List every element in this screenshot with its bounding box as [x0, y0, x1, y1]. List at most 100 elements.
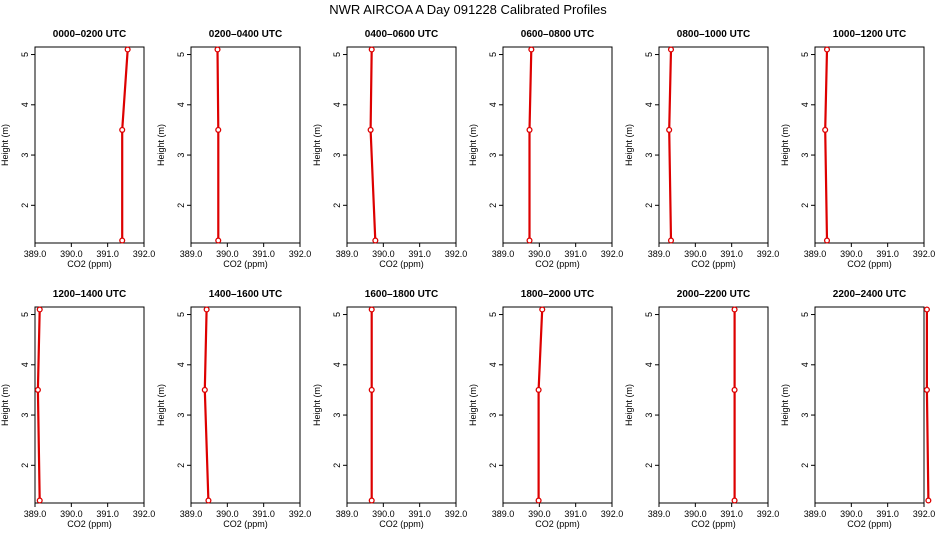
y-tick-label: 5 — [644, 312, 654, 317]
y-tick-label: 4 — [644, 362, 654, 367]
x-tick-label: 389.0 — [24, 249, 47, 259]
y-axis-label: Height (m) — [624, 384, 634, 426]
plot-frame — [346, 46, 457, 244]
x-axis-label: CO2 (ppm) — [535, 519, 580, 529]
x-axis-label: CO2 (ppm) — [223, 519, 268, 529]
profile-point — [205, 497, 212, 504]
y-axis-label: Height (m) — [468, 124, 478, 166]
x-tick-label: 390.0 — [684, 249, 707, 259]
y-tick-label: 2 — [20, 203, 30, 208]
y-tick-label: 5 — [20, 52, 30, 57]
profile-point — [731, 306, 738, 313]
x-tick-label: 389.0 — [24, 509, 47, 519]
profile-point — [203, 306, 210, 313]
y-tick-label: 4 — [332, 102, 342, 107]
plot-frame — [502, 46, 613, 244]
y-axis-label: Height (m) — [156, 384, 166, 426]
y-tick-label: 4 — [488, 362, 498, 367]
plot-frame — [658, 306, 769, 504]
profile-panel: 1400–1600 UTC 389.0 390.0 391.0 392.0 2 3 4 5 CO2… — [156, 289, 311, 529]
y-axis-label: Height (m) — [468, 384, 478, 426]
y-axis-label: Height (m) — [0, 124, 10, 166]
panel-title: 0600–0800 UTC — [521, 29, 594, 40]
x-tick-label: 389.0 — [180, 509, 203, 519]
y-tick-label: 2 — [488, 203, 498, 208]
x-tick-label: 391.0 — [408, 509, 431, 519]
y-tick-label: 3 — [176, 413, 186, 418]
y-tick-label: 4 — [800, 102, 810, 107]
x-tick-label: 390.0 — [372, 509, 395, 519]
profile-point — [368, 46, 375, 53]
y-tick-label: 3 — [488, 153, 498, 158]
profile-point — [528, 46, 535, 53]
y-axis-label: Height (m) — [312, 124, 322, 166]
x-tick-label: 389.0 — [492, 249, 515, 259]
profile-panel: 2000–2200 UTC 389.0 390.0 391.0 392.0 2 3 4 5 CO2… — [624, 289, 779, 529]
x-axis-label: CO2 (ppm) — [691, 519, 736, 529]
x-tick-label: 392.0 — [913, 249, 936, 259]
profile-point — [119, 126, 126, 133]
profile-point — [823, 46, 831, 53]
profile-point — [119, 237, 126, 244]
panel-title: 0800–1000 UTC — [677, 29, 750, 40]
panel-title: 1000–1200 UTC — [833, 29, 906, 40]
x-tick-label: 389.0 — [804, 249, 827, 259]
y-tick-label: 4 — [20, 362, 30, 367]
profile-point — [34, 386, 41, 393]
panel-grid: 0000–0200 UTC 389.0 390.0 391.0 392.0 2 3 4 5 CO2… — [0, 29, 935, 529]
x-tick-label: 392.0 — [133, 249, 156, 259]
profile-panel: 2200–2400 UTC 389.0 390.0 391.0 392.0 2 3 4 5 CO2… — [780, 289, 935, 529]
profile-line — [528, 49, 533, 241]
x-tick-label: 392.0 — [757, 249, 780, 259]
x-tick-label: 390.0 — [216, 249, 239, 259]
profile-line — [537, 309, 544, 501]
plot-frame — [346, 306, 457, 504]
profile-point — [215, 237, 222, 244]
x-tick-label: 389.0 — [336, 249, 359, 259]
panel-title: 0400–0600 UTC — [365, 29, 438, 40]
y-tick-label: 5 — [488, 52, 498, 57]
y-tick-label: 4 — [332, 362, 342, 367]
x-tick-label: 391.0 — [720, 509, 743, 519]
x-tick-label: 392.0 — [289, 509, 312, 519]
x-tick-label: 391.0 — [720, 249, 743, 259]
y-tick-label: 2 — [20, 463, 30, 468]
y-tick-label: 2 — [332, 203, 342, 208]
y-axis-label: Height (m) — [156, 124, 166, 166]
x-tick-label: 391.0 — [876, 509, 899, 519]
y-tick-label: 3 — [644, 413, 654, 418]
profile-line — [216, 49, 220, 241]
profile-point — [368, 306, 375, 313]
y-tick-label: 4 — [800, 362, 810, 367]
x-tick-label: 391.0 — [252, 509, 275, 519]
profile-point — [925, 497, 932, 504]
y-tick-label: 3 — [800, 413, 810, 418]
y-tick-label: 4 — [644, 102, 654, 107]
panel-title: 1400–1600 UTC — [209, 289, 282, 300]
x-axis-label: CO2 (ppm) — [379, 519, 424, 529]
x-tick-label: 390.0 — [840, 509, 863, 519]
panel-title: 1800–2000 UTC — [521, 289, 594, 300]
y-tick-label: 5 — [800, 312, 810, 317]
profile-line — [203, 309, 210, 501]
profile-panel: 0400–0600 UTC 389.0 390.0 391.0 392.0 2 3 4 5 CO2… — [312, 29, 467, 269]
profile-point — [667, 237, 675, 244]
x-tick-label: 389.0 — [492, 509, 515, 519]
y-axis-label: Height (m) — [780, 124, 790, 166]
x-axis-label: CO2 (ppm) — [67, 519, 112, 529]
panel-title: 2000–2200 UTC — [677, 289, 750, 300]
panel-title: 0200–0400 UTC — [209, 29, 282, 40]
plot-frame — [814, 306, 925, 504]
y-tick-label: 5 — [20, 312, 30, 317]
plot-frame — [658, 46, 769, 244]
profile-point — [923, 306, 930, 313]
y-tick-label: 3 — [644, 153, 654, 158]
y-tick-label: 5 — [176, 312, 186, 317]
profile-line — [824, 49, 829, 241]
profile-point — [36, 497, 43, 504]
profile-point — [372, 237, 379, 244]
profile-panel: 0000–0200 UTC 389.0 390.0 391.0 392.0 2 3 4 5 CO2… — [0, 29, 155, 269]
plot-frame — [502, 306, 613, 504]
panel-title: 2200–2400 UTC — [833, 289, 906, 300]
